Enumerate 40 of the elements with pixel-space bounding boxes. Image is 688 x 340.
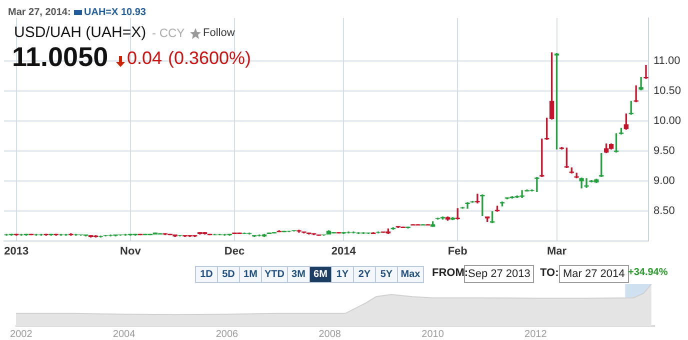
text: 5D [217, 266, 240, 283]
annotation: UAH=X 10.93 [84, 7, 146, 18]
x-tick-label: 2014 [331, 245, 357, 258]
y-tick-label: 11.00 [653, 55, 680, 68]
text: 2Y [353, 266, 376, 283]
x-tick-label: Feb [448, 245, 468, 258]
x-tick-label: 2006 [216, 328, 239, 340]
x-tick-label: 2002 [10, 328, 33, 340]
text: TO: [540, 267, 559, 279]
annotation: (0.3600%) [168, 48, 252, 69]
y-tick-label: 10.00 [653, 115, 682, 128]
text: Sep 27 2013 [464, 265, 534, 283]
annotation: Follow [203, 27, 235, 39]
x-tick-label: Nov [120, 245, 142, 258]
text: 1M [239, 266, 262, 283]
text: 3M [287, 266, 310, 283]
chart-title: USD/UAH (UAH=X) [14, 24, 146, 41]
annotation: 11.0050 [12, 42, 108, 73]
text: Max [397, 266, 424, 283]
text: Mar 27 2014 [559, 265, 629, 283]
text: YTD [261, 266, 288, 283]
y-tick-label: 9.00 [653, 174, 675, 187]
x-tick-label: 2013 [4, 245, 29, 258]
annotation: 0.04 [127, 48, 162, 69]
y-tick-label: 8.50 [653, 204, 675, 217]
text: - CCY [152, 26, 185, 40]
text: 1D [195, 266, 218, 283]
x-tick-label: Mar [546, 245, 568, 258]
text: 5Y [375, 266, 398, 283]
x-tick-label: 2008 [318, 328, 342, 340]
y-tick-label: 10.50 [653, 85, 682, 98]
x-tick-label: 2004 [112, 328, 136, 340]
annotation: Mar 27, 2014: [8, 7, 71, 18]
text: +34.94% [628, 267, 668, 278]
text: 6M [309, 266, 332, 283]
x-tick-label: 2012 [524, 328, 548, 340]
x-tick-label: 2010 [422, 328, 444, 340]
y-tick-label: 9.50 [653, 144, 675, 157]
text: 1Y [331, 266, 354, 283]
x-tick-label: Dec [224, 245, 245, 258]
